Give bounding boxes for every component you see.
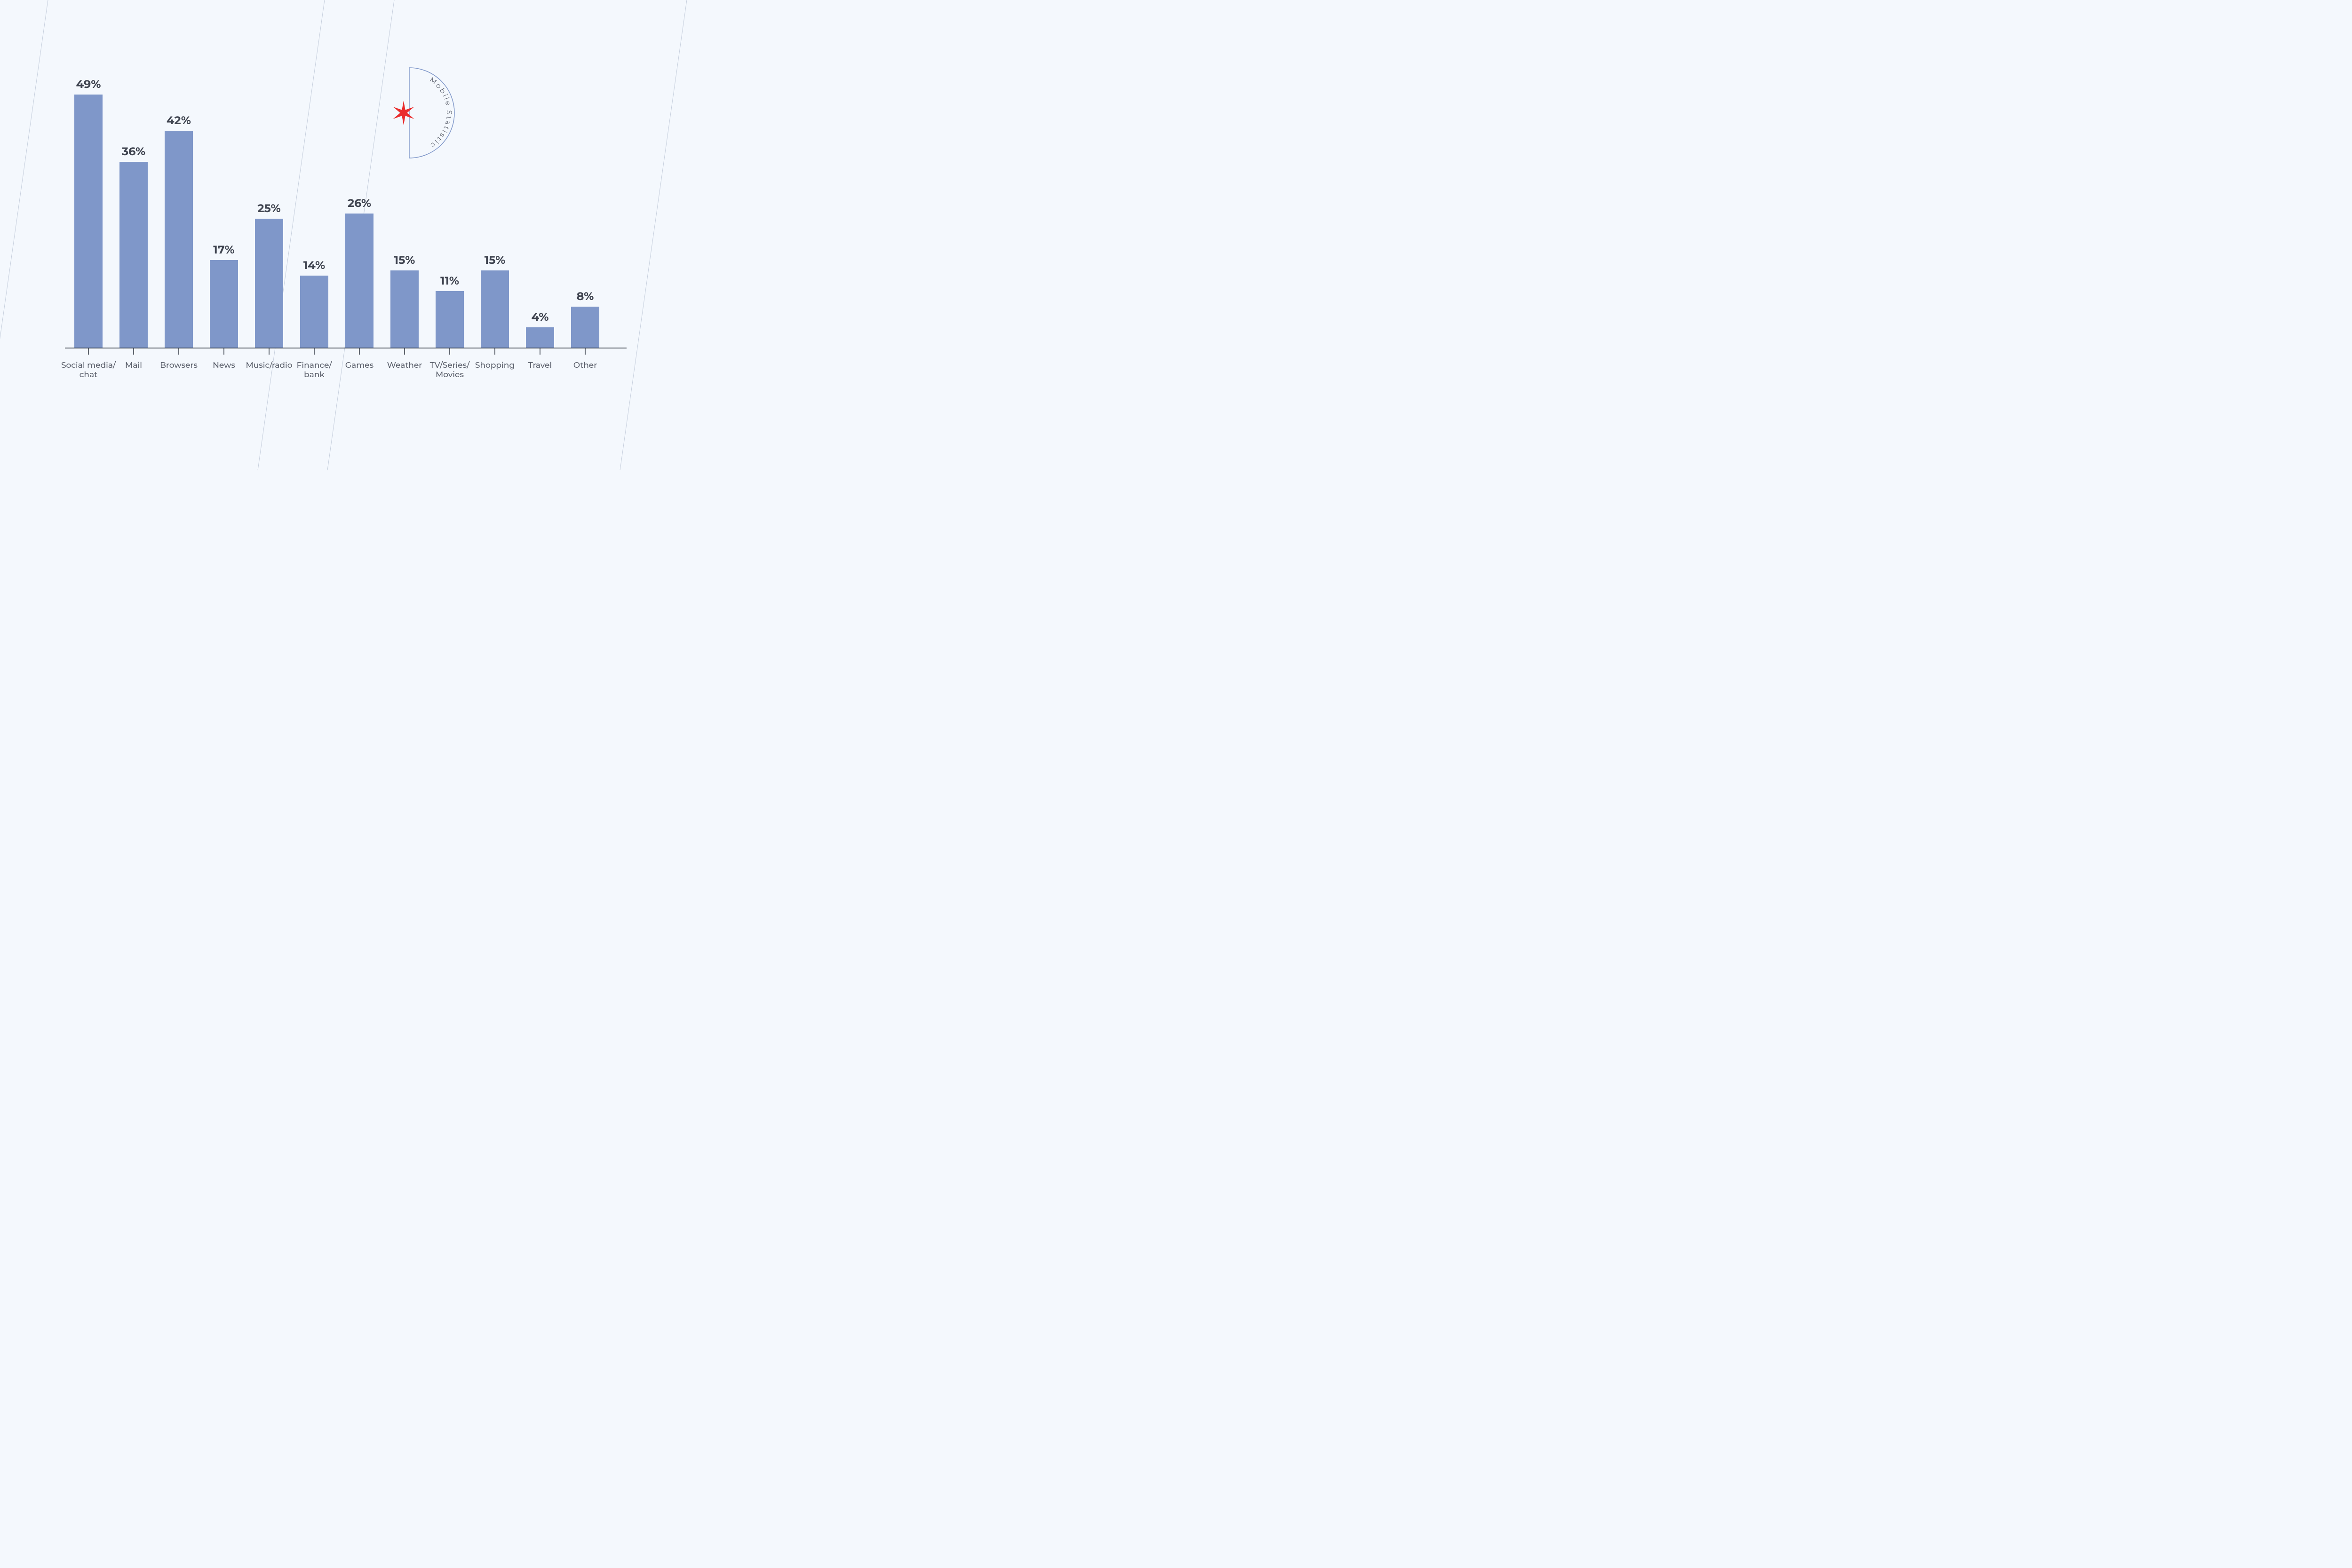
bar-category-label: Games [345,361,374,370]
badge-label: Mobile Statistic [428,75,454,151]
labels-group: Social media/chat Mail Browsers News Music/r… [61,361,597,380]
bar [481,270,509,348]
bar-value-label: 42% [167,114,191,127]
bar-value-label: 15% [485,253,506,267]
bar [300,276,328,348]
bar [571,307,599,348]
bar-category-label: Mail [125,361,142,370]
bar-category-label: Browsers [160,361,198,370]
bars-group: 49% 36% 42% 17% 25% 14% 26% 15% 11% 15% 4% 8% [74,78,599,348]
bar-value-label: 11% [440,274,459,288]
asterisk-icon [393,101,414,125]
bar-category-label: Finance/bank [297,361,333,380]
chart-canvas: 49% 36% 42% 17% 25% 14% 26% 15% 11% 15% 4% 8% Social… [0,0,706,470]
bar-category-label: Music/radio [246,361,292,370]
bar-value-label: 17% [213,243,234,257]
bar [74,95,103,348]
bar-category-label: TV/Series/Movies [430,361,470,380]
bar-value-label: 14% [303,259,325,272]
bar-category-label: Other [573,361,597,370]
bar-value-label: 4% [532,310,549,324]
bar-category-label: Weather [387,361,422,370]
bar-value-label: 8% [577,290,594,303]
bar-value-label: 15% [394,253,415,267]
bar-value-label: 49% [76,78,101,91]
mobile-statistic-badge: Mobile Statistic [393,68,454,158]
bar [390,270,419,348]
bar-category-label: News [213,361,235,370]
bg-diagonal-line [620,0,687,470]
bg-diagonal-line [0,0,48,470]
bar-value-label: 36% [121,145,145,158]
bar-category-label: Travel [528,361,552,370]
bar [526,327,554,348]
bar [210,260,238,348]
bar [436,291,464,348]
bar-value-label: 25% [257,202,280,215]
bar-category-label: Shopping [475,361,515,370]
bar [119,162,148,348]
bar [345,214,373,348]
bar [165,131,193,348]
bar-category-label: Social media/chat [61,361,116,380]
bar [255,219,283,348]
axis-group [65,348,627,355]
bar-value-label: 26% [348,197,371,210]
